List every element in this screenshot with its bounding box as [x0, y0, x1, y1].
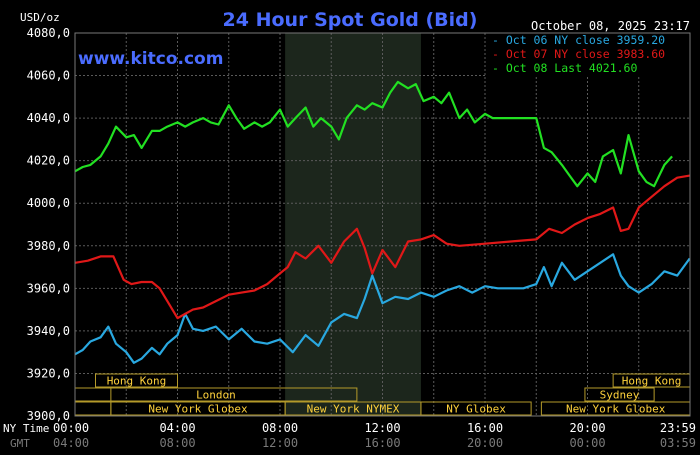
legend: - Oct 06 NY close 3959.20- Oct 07 NY clo…: [487, 33, 690, 77]
market-box: [95, 373, 178, 388]
y-tick-label: 4060,0: [27, 69, 70, 83]
x-tick-label-gmt: 03:59: [660, 436, 696, 450]
y-tick-label: 4040,0: [27, 111, 70, 125]
legend-bg: [487, 33, 690, 77]
x-tick-label-ny: 16:00: [467, 421, 503, 435]
market-label: Hong Kong: [107, 375, 167, 388]
legend-entry: - Oct 07 NY close 3983.60: [492, 47, 665, 61]
y-tick-label: 3940,0: [27, 324, 70, 338]
market-label: New York NYMEX: [307, 403, 400, 416]
market-label: NY Globex: [446, 403, 506, 416]
x-tick-label-gmt: 08:00: [159, 436, 195, 450]
market-label: Hong Kong: [622, 375, 682, 388]
y-tick-label: 3960,0: [27, 281, 70, 295]
y-tick-label: 3900,0: [27, 409, 70, 423]
market-label: New York Globex: [148, 403, 248, 416]
nymex-session-shading: [285, 33, 421, 416]
x-tick-label-ny: 20:00: [569, 421, 605, 435]
market-label: Sydney: [600, 389, 640, 402]
x-tick-label-ny: 23:59: [660, 421, 696, 435]
watermark: www.kitco.com: [78, 49, 223, 69]
series-line-oct-07: [74, 174, 690, 320]
y-tick-label: 3980,0: [27, 239, 70, 253]
x-axis-ticks: 00:0004:0004:0008:0008:0012:0012:0016:00…: [53, 421, 696, 450]
market-box: [584, 387, 655, 402]
x-tick-label-gmt: 20:00: [467, 436, 503, 450]
y-tick-label: 4020,0: [27, 154, 70, 168]
datetime-label: October 08, 2025 23:17: [531, 19, 690, 33]
market-label: London: [196, 389, 236, 402]
x-tick-label-ny: 00:00: [53, 421, 89, 435]
x-tick-label-gmt: 00:00: [569, 436, 605, 450]
series-line-oct-06: [74, 253, 691, 364]
series-layer: [74, 80, 691, 364]
market-box: [420, 401, 532, 416]
x-tick-label-ny: 08:00: [262, 421, 298, 435]
legend-entry: - Oct 06 NY close 3959.20: [492, 33, 665, 47]
series-line-oct-08: [74, 80, 673, 188]
y-tick-label: 4080,0: [27, 26, 70, 40]
y-axis-ticks: 3900,0 3920,0 3940,0 3960,0 3980,0 4000,0 4020…: [27, 26, 70, 423]
legend-entry: - Oct 08 Last 4021.60: [492, 61, 637, 75]
x-row-gmt-label: GMT: [10, 437, 30, 450]
x-tick-label-ny: 12:00: [364, 421, 400, 435]
unit-label: USD/oz: [20, 11, 60, 24]
y-tick-label: 4000,0: [27, 196, 70, 210]
x-tick-label-gmt: 16:00: [364, 436, 400, 450]
chart-title: 24 Hour Spot Gold (Bid): [223, 9, 478, 31]
market-label: New York Globex: [566, 403, 666, 416]
plot-frame: [74, 32, 691, 417]
y-tick-label: 3920,0: [27, 366, 70, 380]
x-tick-label-gmt: 04:00: [53, 436, 89, 450]
x-tick-label-gmt: 12:00: [262, 436, 298, 450]
x-tick-label-ny: 04:00: [159, 421, 195, 435]
x-row-ny-label: NY Time: [3, 422, 49, 435]
